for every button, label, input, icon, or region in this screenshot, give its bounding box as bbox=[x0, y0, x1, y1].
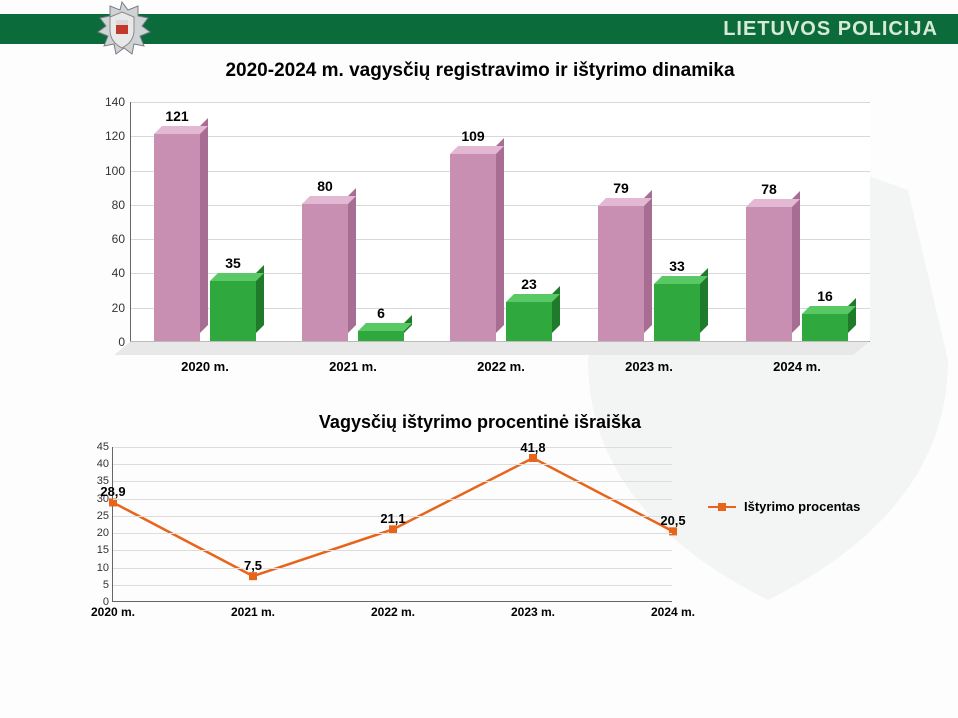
line-y-tick: 40 bbox=[85, 458, 109, 470]
line-chart-title: Vagysčių ištyrimo procentinė išraiška bbox=[80, 412, 880, 433]
bar-value-label: 78 bbox=[739, 181, 799, 197]
bar-x-tick: 2020 m. bbox=[145, 359, 265, 374]
line-gridline bbox=[113, 550, 672, 551]
bar bbox=[506, 302, 552, 341]
police-logo-icon bbox=[92, 0, 152, 60]
line-point-label: 21,1 bbox=[380, 511, 405, 526]
line-gridline bbox=[113, 447, 672, 448]
line-chart-legend: Ištyrimo procentas bbox=[708, 499, 860, 514]
line-gridline bbox=[113, 464, 672, 465]
line-y-tick: 25 bbox=[85, 510, 109, 522]
bar bbox=[154, 134, 200, 341]
line-chart-plot: 05101520253035404528,92020 m.7,52021 m.2… bbox=[112, 447, 672, 602]
bar-chart-plot: 020406080100120140121352020 m.8062021 m.… bbox=[130, 102, 870, 342]
bar-value-label: 33 bbox=[647, 258, 707, 274]
bar-group: 78162024 m. bbox=[723, 101, 871, 341]
bar-value-label: 35 bbox=[203, 255, 263, 271]
line-x-tick: 2023 m. bbox=[488, 605, 578, 619]
bar-value-label: 121 bbox=[147, 108, 207, 124]
line-gridline bbox=[113, 533, 672, 534]
bar-group: 8062021 m. bbox=[279, 101, 427, 341]
line-gridline bbox=[113, 481, 672, 482]
line-gridline bbox=[113, 499, 672, 500]
line-y-tick: 10 bbox=[85, 562, 109, 574]
bar-chart-floor bbox=[114, 341, 870, 355]
bar-y-tick: 140 bbox=[91, 95, 125, 109]
bar-group: 109232022 m. bbox=[427, 101, 575, 341]
legend-marker-icon bbox=[708, 506, 736, 508]
line-y-tick: 20 bbox=[85, 527, 109, 539]
line-gridline bbox=[113, 585, 672, 586]
bar bbox=[746, 207, 792, 341]
line-point-label: 28,9 bbox=[100, 484, 125, 499]
bar-y-tick: 80 bbox=[91, 198, 125, 212]
bar-value-label: 23 bbox=[499, 276, 559, 292]
bar-value-label: 16 bbox=[795, 288, 855, 304]
bar-value-label: 80 bbox=[295, 178, 355, 194]
line-chart-section: Vagysčių ištyrimo procentinė išraiška 05… bbox=[80, 412, 880, 629]
line-point-label: 7,5 bbox=[244, 558, 262, 573]
bar-chart: 0 20 40 60 80 100 120 140 121 35 2020 m. 80 6 2021 m.… bbox=[80, 92, 880, 382]
bar-x-tick: 2021 m. bbox=[293, 359, 413, 374]
line-y-tick: 15 bbox=[85, 544, 109, 556]
bar-x-tick: 2022 m. bbox=[441, 359, 561, 374]
line-x-tick: 2021 m. bbox=[208, 605, 298, 619]
line-point-label: 41,8 bbox=[520, 440, 545, 455]
bar-group: 121352020 m. bbox=[131, 101, 279, 341]
line-y-tick: 5 bbox=[85, 579, 109, 591]
bar-y-tick: 120 bbox=[91, 129, 125, 143]
bar-value-label: 6 bbox=[351, 305, 411, 321]
bar-y-tick: 40 bbox=[91, 266, 125, 280]
bar-value-label: 79 bbox=[591, 180, 651, 196]
bar bbox=[802, 314, 848, 341]
content-area: 2020-2024 m. vagysčių registravimo ir iš… bbox=[60, 60, 900, 629]
bar-chart-title: 2020-2024 m. vagysčių registravimo ir iš… bbox=[60, 60, 900, 82]
line-gridline bbox=[113, 568, 672, 569]
line-marker bbox=[529, 454, 537, 462]
line-chart: 05101520253035404528,92020 m.7,52021 m.2… bbox=[80, 439, 690, 629]
line-y-tick: 45 bbox=[85, 441, 109, 453]
bar-y-tick: 0 bbox=[91, 335, 125, 349]
line-x-tick: 2024 m. bbox=[628, 605, 718, 619]
bar bbox=[654, 284, 700, 341]
bar bbox=[302, 204, 348, 341]
bar-y-tick: 60 bbox=[91, 232, 125, 246]
bar-y-tick: 20 bbox=[91, 301, 125, 315]
line-marker bbox=[669, 527, 677, 535]
bar-x-tick: 2024 m. bbox=[737, 359, 857, 374]
bar-group: 79332023 m. bbox=[575, 101, 723, 341]
bar-x-tick: 2023 m. bbox=[589, 359, 709, 374]
bar-y-tick: 100 bbox=[91, 164, 125, 178]
bar bbox=[450, 154, 496, 341]
line-marker bbox=[389, 525, 397, 533]
line-x-tick: 2022 m. bbox=[348, 605, 438, 619]
line-point-label: 20,5 bbox=[660, 513, 685, 528]
bar-value-label: 109 bbox=[443, 128, 503, 144]
bar bbox=[598, 206, 644, 341]
line-x-tick: 2020 m. bbox=[68, 605, 158, 619]
header-title: LIETUVOS POLICIJA bbox=[723, 18, 938, 41]
bar bbox=[210, 281, 256, 341]
bar bbox=[358, 331, 404, 341]
line-marker bbox=[249, 572, 257, 580]
legend-label: Ištyrimo procentas bbox=[744, 499, 860, 514]
